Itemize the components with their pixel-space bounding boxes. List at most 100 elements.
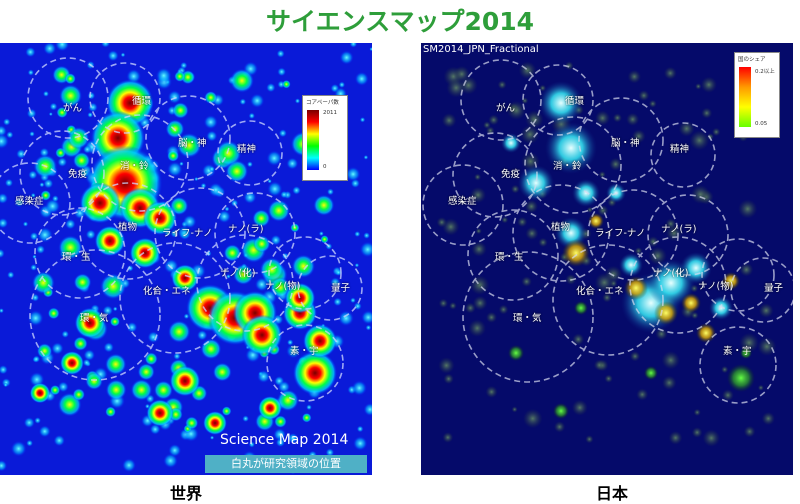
world-hotspot	[27, 69, 34, 76]
world-hotspot	[26, 108, 37, 119]
world-hotspot	[120, 52, 126, 58]
page-title: サイエンスマップ2014	[265, 7, 535, 36]
world-hotspot	[369, 46, 372, 52]
world-hotspot	[38, 425, 51, 438]
japan-hotspot	[472, 295, 488, 311]
japan-hotspot	[501, 216, 509, 224]
japan-hotspot	[690, 184, 710, 204]
japan-hotspot	[523, 408, 543, 429]
japan-area-label: 素・宇	[723, 346, 752, 357]
world-hotspot	[83, 145, 92, 154]
world-hotspot	[26, 439, 34, 447]
japan-area-label: ライフ-ナノ	[595, 228, 646, 239]
world-hotspot	[267, 179, 272, 184]
world-hotspot	[65, 218, 76, 230]
world-hotspot	[349, 43, 358, 48]
world-area-label: 環・気	[80, 313, 109, 324]
japan-area-circle	[452, 132, 538, 218]
world-hotspot	[73, 273, 92, 292]
world-hotspot	[253, 235, 271, 253]
world-hotspot	[43, 43, 57, 55]
world-hotspot	[277, 67, 287, 77]
world-area-circle	[119, 242, 231, 354]
japan-hotspot	[648, 99, 657, 108]
japan-hotspot	[585, 435, 594, 444]
japan-hotspot	[680, 252, 712, 284]
world-hotspot	[146, 399, 174, 427]
world-hotspot	[107, 50, 119, 62]
world-hotspot	[57, 157, 68, 167]
world-hotspot	[354, 71, 369, 86]
world-hotspot	[363, 232, 371, 239]
world-area-label: 感染症	[15, 196, 44, 207]
japan-hotspot	[517, 216, 528, 228]
japan-hotspot	[662, 375, 677, 390]
world-hotspot	[23, 417, 35, 429]
japan-hotspot	[486, 311, 497, 323]
world-hotspot	[67, 127, 90, 150]
world-area-circle	[266, 324, 344, 402]
japan-hotspot	[438, 357, 455, 374]
japan-hotspot	[470, 275, 490, 295]
world-hotspot	[10, 440, 27, 457]
japan-hotspot	[474, 173, 482, 181]
japan-area-label: 環・生	[495, 252, 524, 263]
japan-hotspot	[562, 239, 590, 267]
japan-hotspot	[553, 421, 566, 433]
world-hotspot	[365, 324, 372, 331]
world-area-circle	[154, 187, 246, 279]
world-area-label: 化合・エネ	[143, 286, 191, 297]
japan-area-label: 環・気	[513, 313, 542, 324]
japan-area-circle	[587, 189, 679, 281]
japan-area-label: ナノ(ラ)	[661, 224, 697, 235]
world-hotspot	[85, 372, 103, 390]
world-hotspot	[0, 248, 5, 259]
world-hotspot	[36, 245, 46, 254]
world-hotspot	[137, 363, 155, 381]
world-hotspot	[155, 67, 172, 84]
world-area-label: 環・生	[62, 252, 91, 263]
japan-hotspot	[453, 65, 470, 83]
world-area-label: ナノ(物)	[265, 281, 301, 292]
japan-hotspot	[636, 388, 649, 401]
japan-hotspot	[597, 205, 609, 217]
world-hotspot	[182, 214, 197, 229]
world-hotspot	[330, 277, 341, 288]
world-hotspot	[167, 161, 183, 177]
world-hotspot	[320, 235, 329, 244]
japan-hotspot	[483, 121, 491, 129]
japan-area-label: 植物	[551, 222, 571, 233]
world-hotspot	[16, 148, 27, 159]
world-hotspot	[333, 297, 343, 307]
japan-area-label: 脳・神	[611, 138, 640, 149]
world-hotspot	[359, 117, 366, 123]
japan-area-label: 精神	[670, 144, 690, 155]
world-hotspot	[2, 118, 11, 126]
world-hotspot	[266, 150, 282, 166]
japan-area-circle	[578, 97, 664, 183]
world-area-label: 消・鈴	[120, 161, 149, 172]
world-hotspot	[57, 381, 69, 393]
world-hotspot	[248, 441, 255, 448]
world-hotspot	[351, 380, 367, 396]
world-hotspot	[174, 70, 186, 82]
world-hotspot	[239, 98, 247, 106]
japan-area-circle	[730, 257, 793, 323]
japan-hotspot	[443, 373, 454, 385]
world-hotspot	[42, 90, 50, 97]
world-hotspot	[85, 229, 96, 240]
japan-hotspot	[668, 431, 683, 445]
japan-hotspot	[661, 351, 680, 370]
world-hotspot	[204, 91, 218, 104]
world-hotspot	[60, 351, 84, 375]
world-area-circle	[0, 162, 71, 244]
world-hotspot	[226, 274, 231, 279]
world-hotspot	[163, 453, 178, 469]
japan-hotspot	[609, 157, 623, 171]
japan-area-circle	[552, 244, 664, 356]
japan-area-circle	[647, 194, 729, 276]
japan-hotspot	[449, 301, 457, 310]
world-hotspot	[56, 106, 68, 119]
world-area-circle	[145, 95, 231, 181]
world-hotspot	[102, 305, 114, 316]
